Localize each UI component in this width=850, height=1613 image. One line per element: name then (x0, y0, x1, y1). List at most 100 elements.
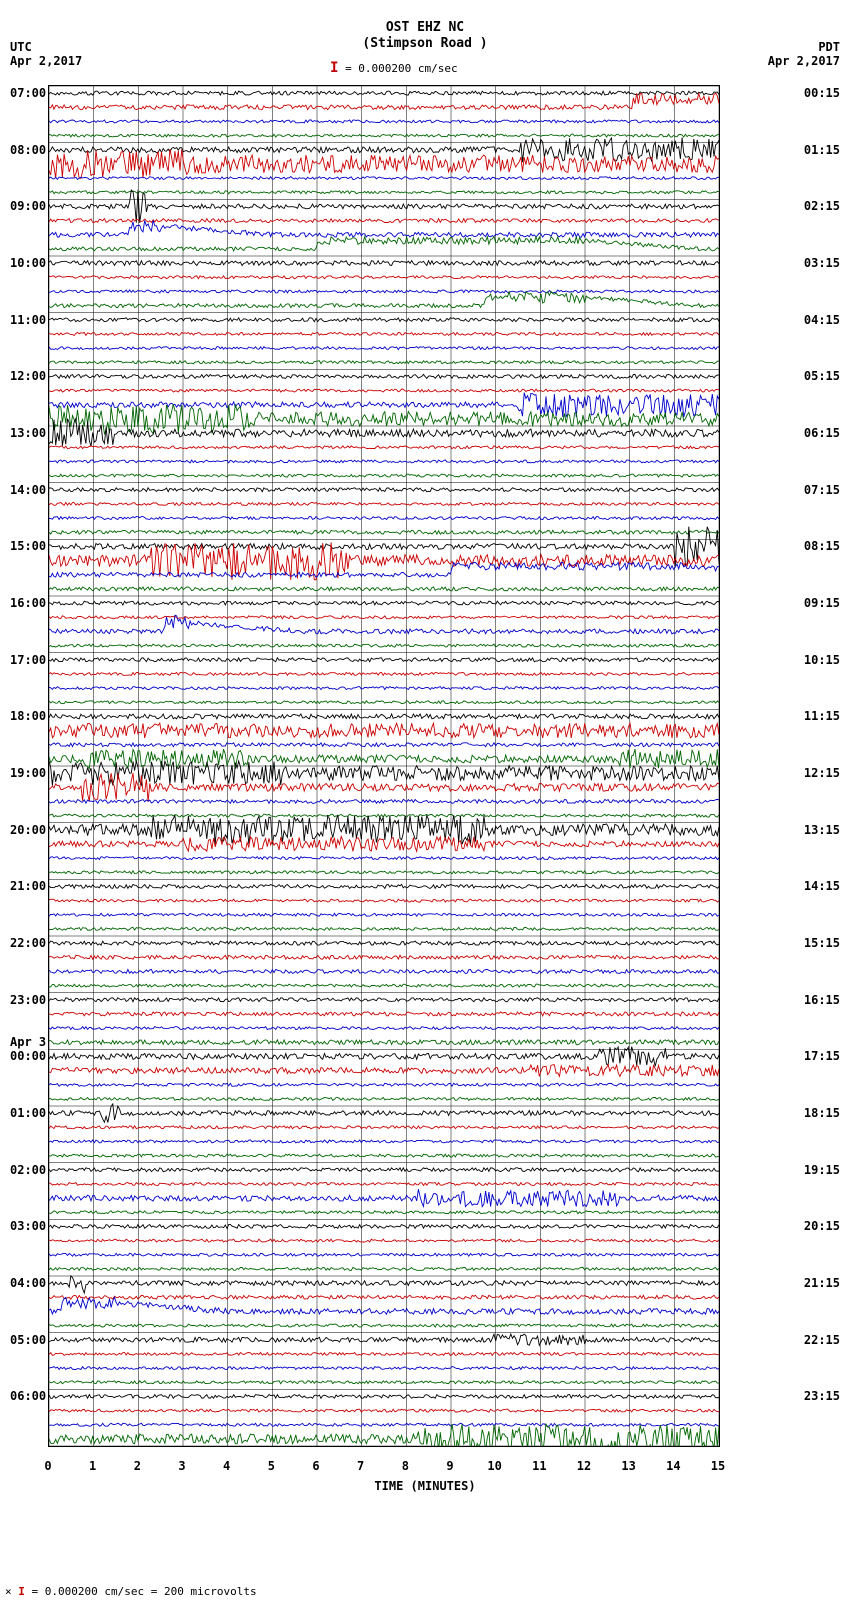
x-tick: 1 (89, 1459, 96, 1473)
left-time-label: 01:00 (10, 1106, 46, 1120)
trace-line (49, 672, 719, 675)
right-time-label: 20:15 (804, 1219, 840, 1233)
trace-line (49, 1297, 719, 1314)
trace-line (49, 1040, 719, 1045)
right-time-label: 07:15 (804, 483, 840, 497)
trace-line (49, 1027, 719, 1030)
trace-line (49, 773, 719, 802)
trace-line (49, 871, 719, 874)
x-tick: 6 (312, 1459, 319, 1473)
trace-line (49, 191, 719, 194)
left-time-label: 22:00 (10, 936, 46, 950)
trace-line (49, 220, 719, 237)
right-time-label: 10:15 (804, 653, 840, 667)
right-time-label: 14:15 (804, 879, 840, 893)
trace-line (49, 927, 719, 930)
trace-line (49, 261, 719, 266)
trace-line (49, 562, 719, 577)
trace-line (49, 955, 719, 959)
trace-line (49, 984, 719, 987)
trace-line (49, 1012, 719, 1016)
trace-line (49, 837, 719, 852)
left-time-label: 20:00 (10, 823, 46, 837)
right-time-label: 08:15 (804, 539, 840, 553)
trace-line (49, 815, 719, 845)
x-tick: 10 (487, 1459, 501, 1473)
trace-line (49, 237, 719, 251)
x-tick: 12 (577, 1459, 591, 1473)
trace-line (49, 276, 719, 279)
left-time-label: 02:00 (10, 1163, 46, 1177)
trace-line (49, 517, 719, 520)
trace-line (49, 177, 719, 180)
trace-line (49, 587, 719, 591)
trace-line (49, 460, 719, 463)
trace-line (49, 1126, 719, 1129)
scale-bar-icon: I (330, 60, 338, 76)
trace-line (49, 134, 719, 137)
x-tick: 0 (44, 1459, 51, 1473)
trace-line (49, 1097, 719, 1100)
trace-line (49, 292, 719, 308)
left-time-label: 23:00 (10, 993, 46, 1007)
trace-line (49, 1224, 719, 1228)
trace-line (49, 701, 719, 704)
trace-line (49, 91, 719, 95)
trace-line (49, 347, 719, 350)
right-time-label: 11:15 (804, 709, 840, 723)
x-tick: 3 (178, 1459, 185, 1473)
trace-line (49, 1154, 719, 1157)
left-time-label: 10:00 (10, 256, 46, 270)
seismogram-container: OST EHZ NC (Stimpson Road ) UTC Apr 2,20… (0, 0, 850, 1613)
footer-bar-icon: I (18, 1585, 25, 1598)
right-time-label: 21:15 (804, 1276, 840, 1290)
right-time-label: 18:15 (804, 1106, 840, 1120)
trace-line (49, 1381, 719, 1384)
trace-line (49, 1140, 719, 1143)
left-time-label: 03:00 (10, 1219, 46, 1233)
scale-indicator: I = 0.000200 cm/sec (330, 60, 458, 76)
right-time-label: 01:15 (804, 143, 840, 157)
x-tick: 8 (402, 1459, 409, 1473)
trace-line (49, 899, 719, 902)
x-tick: 2 (134, 1459, 141, 1473)
trace-line (49, 1083, 719, 1086)
trace-line (49, 743, 719, 747)
trace-line (49, 761, 719, 786)
trace-line (49, 814, 719, 817)
right-time-label: 00:15 (804, 86, 840, 100)
x-tick: 4 (223, 1459, 230, 1473)
left-time-label: 19:00 (10, 766, 46, 780)
trace-line (49, 1104, 719, 1123)
trace-line (49, 857, 719, 860)
left-time-label: 15:00 (10, 539, 46, 553)
utc-label: UTC (10, 40, 32, 54)
trace-line (49, 190, 719, 223)
station-code: OST EHZ NC (0, 20, 850, 35)
right-time-label: 22:15 (804, 1333, 840, 1347)
x-tick: 15 (711, 1459, 725, 1473)
right-time-label: 15:15 (804, 936, 840, 950)
trace-line (49, 389, 719, 392)
trace-line (49, 1352, 719, 1355)
footer-mark: × (5, 1585, 12, 1598)
trace-line (49, 149, 719, 178)
left-time-label: 06:00 (10, 1389, 46, 1403)
trace-line (49, 644, 719, 647)
trace-line (49, 374, 719, 378)
right-time-label: 06:15 (804, 426, 840, 440)
left-time-label: 07:00 (10, 86, 46, 100)
trace-line (49, 714, 719, 719)
pdt-date: Apr 2,2017 (768, 54, 840, 68)
right-time-label: 12:15 (804, 766, 840, 780)
trace-line (49, 1334, 719, 1345)
left-time-label: 05:00 (10, 1333, 46, 1347)
trace-line (49, 1276, 719, 1293)
footer-scale: × I = 0.000200 cm/sec = 200 microvolts (5, 1585, 257, 1598)
trace-line (49, 1168, 719, 1172)
trace-line (49, 1267, 719, 1270)
trace-line (49, 1189, 719, 1206)
left-time-label: 21:00 (10, 879, 46, 893)
x-axis-label: TIME (MINUTES) (0, 1479, 850, 1493)
x-tick: 13 (621, 1459, 635, 1473)
